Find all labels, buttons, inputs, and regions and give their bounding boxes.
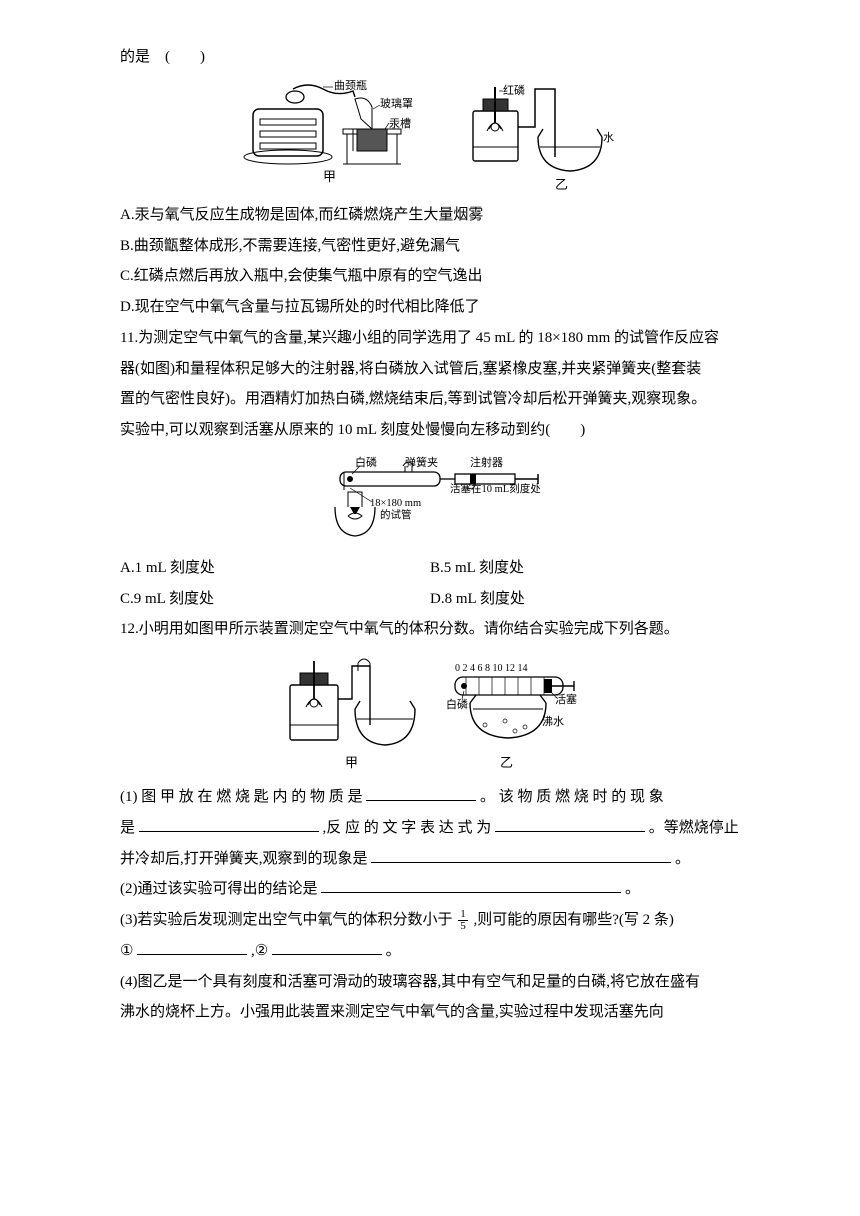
svg-text:18×180 mm: 18×180 mm [370, 498, 421, 509]
svg-text:红磷: 红磷 [503, 84, 525, 97]
fraction-one-fifth: 1 5 [458, 909, 468, 932]
svg-text:汞槽: 汞槽 [389, 117, 411, 130]
svg-text:玻璃罩: 玻璃罩 [380, 96, 413, 110]
q12-stem: 12.小明用如图甲所示装置测定空气中氧气的体积分数。请你结合实验完成下列各题。 [120, 614, 740, 645]
diagram-yi: 红磷 水 乙 [455, 79, 625, 194]
blank-6[interactable] [137, 940, 247, 955]
frac-den: 5 [458, 921, 468, 932]
q11-stem-1: 11.为测定空气中氧气的含量,某兴趣小组的同学选用了 45 mL 的 18×18… [120, 323, 740, 354]
figure-group-1: 曲颈瓶 玻璃罩 汞槽 甲 红磷 水 乙 [120, 79, 740, 194]
svg-text:甲: 甲 [345, 755, 358, 770]
q12-p3-a: 并冷却后,打开弹簧夹,观察到的现象是 [120, 851, 368, 867]
q12-p6-c: 。 [386, 943, 401, 959]
figure-q12: 甲 0 2 4 6 8 10 12 14 白磷 活塞 沸水 乙 [120, 651, 740, 776]
q11-opt-a: A.1 mL 刻度处 [120, 553, 430, 584]
svg-text:乙: 乙 [500, 755, 513, 770]
svg-text:白磷: 白磷 [446, 697, 468, 711]
q12-p2-a: 是 [120, 820, 135, 836]
q12-p3-b: 。 [675, 851, 690, 867]
q12-p8: 沸水的烧杯上方。小强用此装置来测定空气中氧气的含量,实验过程中发现活塞先向 [120, 997, 740, 1028]
blank-3[interactable] [495, 817, 645, 832]
diagram-q11: 白磷 弹簧夹 注射器 活塞在10 mL刻度处 18×180 mm 的试管 [300, 452, 560, 547]
blank-7[interactable] [272, 940, 382, 955]
svg-text:注射器: 注射器 [470, 455, 503, 469]
q10-opt-d: D.现在空气中氧气含量与拉瓦锡所处的时代相比降低了 [120, 292, 740, 323]
svg-text:白磷: 白磷 [355, 455, 377, 469]
q10-opt-a: A.汞与氧气反应生成物是固体,而红磷燃烧产生大量烟雾 [120, 200, 740, 231]
caption-yi: 乙 [555, 177, 568, 192]
svg-text:沸水: 沸水 [542, 715, 564, 728]
q12-p5-a: (3)若实验后发现测定出空气中氧气的体积分数小于 [120, 912, 453, 928]
q12-p1-a: (1) 图 甲 放 在 燃 烧 匙 内 的 物 质 是 [120, 789, 366, 805]
svg-text:0 2 4 6 8 10 12 14: 0 2 4 6 8 10 12 14 [455, 663, 528, 674]
figure-q11: 白磷 弹簧夹 注射器 活塞在10 mL刻度处 18×180 mm 的试管 [120, 452, 740, 547]
q11-stem-2: 器(如图)和量程体积足够大的注射器,将白磷放入试管后,塞紧橡皮塞,并夹紧弹簧夹(… [120, 354, 740, 385]
q12-p4: (2)通过该实验可得出的结论是 。 [120, 874, 740, 905]
q12-p6-a: ① [120, 943, 133, 959]
blank-2[interactable] [139, 817, 319, 832]
q12-p6-b: ,② [251, 943, 268, 959]
lead-in-text: 的是 ( ) [120, 42, 740, 73]
q11-options-row-2: C.9 mL 刻度处 D.8 mL 刻度处 [120, 584, 740, 615]
q12-p2: 是 ,反 应 的 文 字 表 达 式 为 。等燃烧停止 [120, 813, 740, 844]
blank-5[interactable] [321, 878, 621, 893]
q12-p5: (3)若实验后发现测定出空气中氧气的体积分数小于 1 5 ,则可能的原因有哪些?… [120, 905, 740, 936]
q12-p4-a: (2)通过该实验可得出的结论是 [120, 881, 318, 897]
q11-opt-d: D.8 mL 刻度处 [430, 584, 740, 615]
q11-opt-b: B.5 mL 刻度处 [430, 553, 740, 584]
svg-text:的试管: 的试管 [380, 508, 412, 521]
figure-jia: 曲颈瓶 玻璃罩 汞槽 甲 [235, 79, 415, 194]
diagram-q12: 甲 0 2 4 6 8 10 12 14 白磷 活塞 沸水 乙 [270, 651, 590, 776]
q11-stem-3: 置的气密性良好)。用酒精灯加热白磷,燃烧结束后,等到试管冷却后松开弹簧夹,观察现… [120, 384, 740, 415]
q12-p2-b: ,反 应 的 文 字 表 达 式 为 [323, 820, 492, 836]
q12-p2-c: 。等燃烧停止 [649, 820, 739, 836]
svg-text:活塞: 活塞 [555, 692, 577, 706]
caption-jia: 甲 [323, 169, 336, 184]
svg-text:水: 水 [603, 131, 614, 144]
diagram-jia: 曲颈瓶 玻璃罩 汞槽 甲 [235, 79, 415, 194]
blank-1[interactable] [366, 786, 476, 801]
q12-p7: (4)图乙是一个具有刻度和活塞可滑动的玻璃容器,其中有空气和足量的白磷,将它放在… [120, 967, 740, 998]
q11-options-row-1: A.1 mL 刻度处 B.5 mL 刻度处 [120, 553, 740, 584]
q12-p4-b: 。 [625, 881, 640, 897]
q11-opt-c: C.9 mL 刻度处 [120, 584, 430, 615]
q12-p3: 并冷却后,打开弹簧夹,观察到的现象是 。 [120, 844, 740, 875]
q10-opt-c: C.红磷点燃后再放入瓶中,会使集气瓶中原有的空气逸出 [120, 261, 740, 292]
q12-p1-b: 。 该 物 质 燃 烧 时 的 现 象 [480, 789, 664, 805]
blank-4[interactable] [371, 848, 671, 863]
q10-opt-b: B.曲颈甑整体成形,不需要连接,气密性更好,避免漏气 [120, 231, 740, 262]
figure-yi: 红磷 水 乙 [455, 79, 625, 194]
q11-stem-4: 实验中,可以观察到活塞从原来的 10 mL 刻度处慢慢向左移动到约( ) [120, 415, 740, 446]
q12-p1: (1) 图 甲 放 在 燃 烧 匙 内 的 物 质 是 。 该 物 质 燃 烧 … [120, 782, 740, 813]
q12-p6: ① ,② 。 [120, 936, 740, 967]
q12-p5-b: ,则可能的原因有哪些?(写 2 条) [474, 912, 674, 928]
svg-text:曲颈瓶: 曲颈瓶 [334, 79, 367, 92]
